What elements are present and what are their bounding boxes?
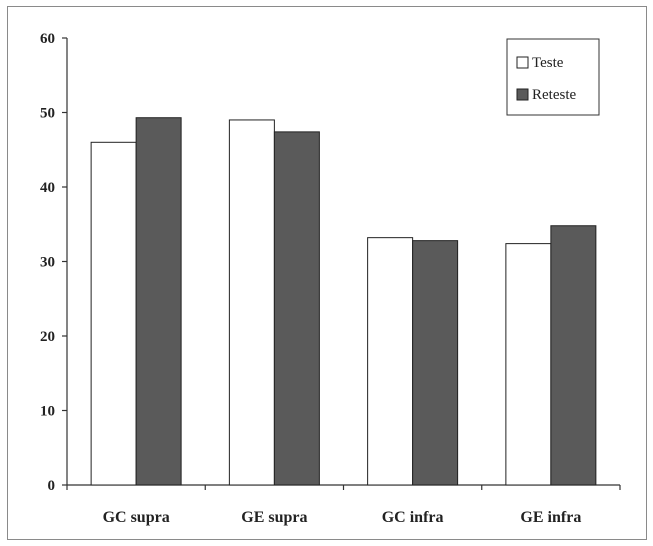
chart-legend: Teste Reteste <box>506 38 600 116</box>
y-tick-label: 40 <box>40 180 55 196</box>
chart-bars <box>90 117 597 486</box>
y-tick-label: 50 <box>40 106 55 122</box>
legend-swatch-teste <box>516 56 529 69</box>
bar-teste-gc-supra <box>90 141 137 486</box>
y-tick-label: 60 <box>40 31 55 47</box>
x-category-label: GE supra <box>241 509 307 526</box>
x-category-label: GE infra <box>520 509 581 526</box>
y-tick-label: 10 <box>40 404 55 420</box>
bar-teste-ge-supra <box>228 119 275 486</box>
bar-reteste-gc-supra <box>135 117 182 486</box>
x-category-label: GC infra <box>382 509 444 526</box>
x-category-label: GC supra <box>103 509 170 526</box>
bar-teste-gc-infra <box>367 237 414 486</box>
bar-teste-ge-infra <box>505 243 552 486</box>
y-tick-label: 30 <box>40 255 55 271</box>
legend-box <box>506 38 600 116</box>
legend-swatch-reteste <box>516 88 529 101</box>
legend-label-teste: Teste <box>532 55 564 71</box>
legend-label-reteste: Reteste <box>532 87 576 103</box>
bar-reteste-gc-infra <box>412 240 459 486</box>
bar-reteste-ge-supra <box>273 131 320 486</box>
y-tick-label: 0 <box>48 478 56 494</box>
bar-reteste-ge-infra <box>550 225 597 486</box>
y-tick-label: 20 <box>40 329 55 345</box>
